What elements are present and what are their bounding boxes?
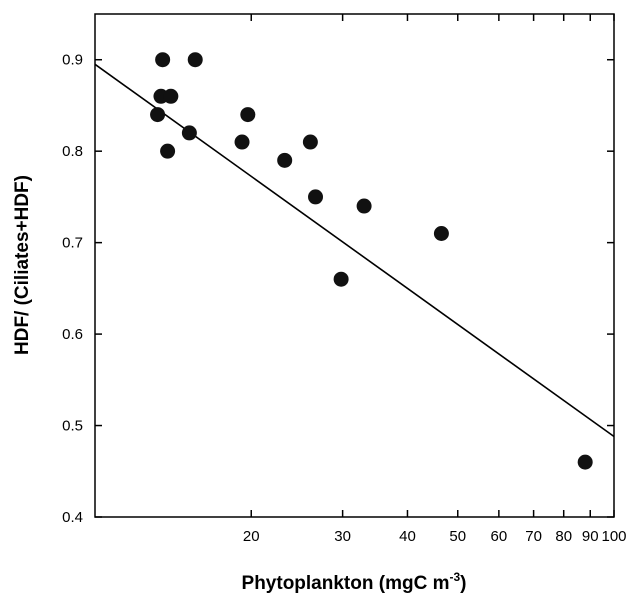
data-point bbox=[181, 125, 197, 141]
y-axis-ticks: 0.4 0.5 0.6 0.7 0.8 0.9 bbox=[62, 52, 614, 526]
data-point bbox=[333, 271, 349, 287]
x-tick-label: 40 bbox=[399, 528, 416, 545]
data-point bbox=[187, 52, 203, 68]
y-tick-label: 0.7 bbox=[62, 235, 83, 252]
x-tick-label: 100 bbox=[601, 528, 626, 545]
y-tick-label: 0.9 bbox=[62, 52, 83, 69]
y-tick-label: 0.8 bbox=[62, 143, 83, 160]
data-point bbox=[163, 88, 179, 104]
y-tick-label: 0.4 bbox=[62, 509, 83, 526]
regression-line bbox=[94, 63, 615, 438]
x-axis-ticks: 20 30 40 50 60 70 80 90 100 bbox=[243, 14, 627, 545]
data-point bbox=[155, 52, 171, 68]
x-tick-label: 70 bbox=[525, 528, 542, 545]
x-tick-label: 20 bbox=[243, 528, 260, 545]
data-point bbox=[234, 134, 250, 150]
y-tick-label: 0.6 bbox=[62, 326, 83, 343]
data-points bbox=[150, 52, 593, 470]
regression-line-group bbox=[94, 63, 615, 438]
data-point bbox=[240, 107, 256, 123]
data-point bbox=[356, 198, 372, 214]
data-point bbox=[577, 454, 593, 470]
y-tick-label: 0.5 bbox=[62, 418, 83, 435]
x-tick-label: 30 bbox=[334, 528, 351, 545]
x-tick-label: 80 bbox=[555, 528, 572, 545]
y-axis-label: HDF/ (Ciliates+HDF) bbox=[12, 175, 33, 355]
plot-area bbox=[94, 13, 615, 518]
data-point bbox=[308, 189, 324, 205]
data-point bbox=[277, 152, 293, 168]
data-point bbox=[433, 225, 449, 241]
x-tick-label: 60 bbox=[491, 528, 508, 545]
plot-border bbox=[94, 13, 615, 518]
x-tick-label: 50 bbox=[449, 528, 466, 545]
data-point bbox=[302, 134, 318, 150]
data-point bbox=[150, 107, 166, 123]
x-axis-label: Phytoplankton (mgC m-3) bbox=[242, 570, 467, 594]
x-tick-label: 90 bbox=[582, 528, 599, 545]
data-point bbox=[160, 143, 176, 159]
